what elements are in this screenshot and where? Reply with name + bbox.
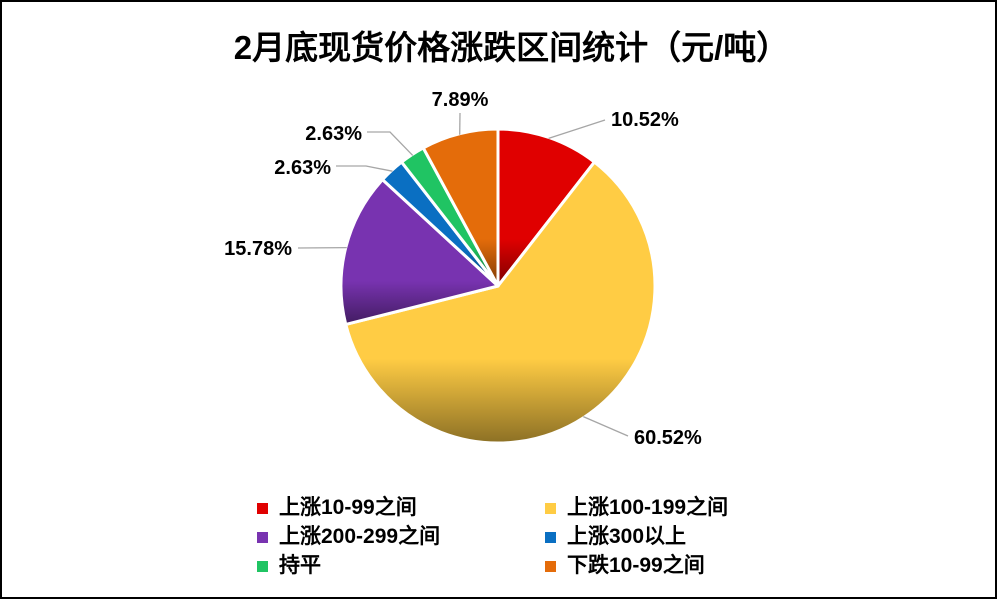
legend-label: 持平 [279, 554, 321, 577]
data-label: 15.78% [224, 238, 292, 260]
legend-label: 上涨200-299之间 [279, 525, 441, 548]
legend-swatch [257, 503, 268, 514]
data-label: 10.52% [611, 109, 679, 131]
legend-swatch [257, 532, 268, 543]
legend-swatch [545, 561, 556, 572]
leader-line [583, 416, 629, 437]
data-label: 2.63% [305, 123, 362, 145]
legend-swatch [545, 503, 556, 514]
data-label: 2.63% [274, 157, 331, 179]
leader-line [336, 165, 393, 172]
leader-line [548, 119, 606, 140]
chart-title: 2月底现货价格涨跌区间统计（元/吨） [233, 29, 790, 66]
pie-slice [496, 127, 596, 288]
legend-swatch [257, 561, 268, 572]
data-label: 60.52% [634, 427, 702, 449]
legend-label: 下跌10-99之间 [567, 554, 705, 577]
legend-label: 上涨100-199之间 [567, 496, 729, 519]
leader-lines [297, 112, 629, 437]
leader-line [367, 131, 414, 156]
data-labels: 10.52% 60.52% 15.78% 2.63% 2.63% 7.89% [224, 89, 702, 449]
legend-swatch [545, 532, 556, 543]
pie-slices [339, 127, 657, 445]
legend-label: 上涨10-99之间 [279, 496, 417, 519]
legend-label: 上涨300以上 [567, 525, 687, 548]
data-label: 7.89% [432, 89, 489, 111]
